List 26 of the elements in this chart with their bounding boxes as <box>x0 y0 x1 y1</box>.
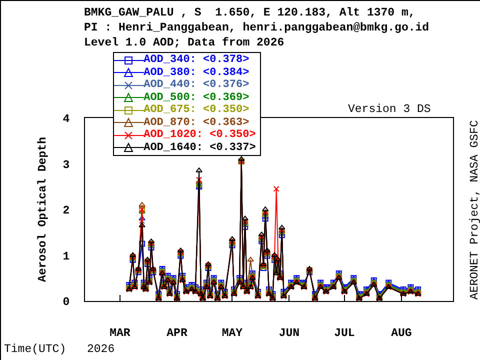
y-axis-title: Aerosol Optical Depth <box>36 136 50 282</box>
legend-label: AOD_340: <0.378> <box>144 54 250 67</box>
y-tick-label: 1 <box>62 250 70 264</box>
legend-label: AOD_675: <0.350> <box>144 104 250 117</box>
x-tick-label: APR <box>166 326 188 340</box>
y-tick-label: 2 <box>62 204 70 218</box>
text: Version 3 DS <box>348 103 431 116</box>
legend-label: AOD_380: <0.384> <box>144 66 250 80</box>
text: 2026 <box>87 343 115 356</box>
y-tick-label: 0 <box>62 296 70 310</box>
y-tick-label: 3 <box>62 158 70 172</box>
x-tick-label: MAY <box>222 326 243 340</box>
legend-label: AOD_500: <0.369> <box>144 92 250 104</box>
x-tick-label: AUG <box>391 326 412 340</box>
legend-label: AOD_870: <0.363> <box>144 116 250 130</box>
x-tick-label: JUN <box>278 326 300 340</box>
legend-label: AOD_440: <0.376> <box>144 79 250 92</box>
x-axis-title: Time(UTC) <box>4 343 66 356</box>
chart-title: BMKG_GAW_PALU , S 1.650, E 120.183, Alt 1370 m, <box>84 6 416 20</box>
chart-subtitle: PI : Henri_Panggabean, henri.panggabean@bmkg.go.id Level 1.0 AOD; Data from 2026 <box>84 21 430 50</box>
legend-label: AOD_1640: <0.337> <box>144 142 256 154</box>
y-tick-label: 4 <box>62 113 70 126</box>
x-tick-label: MAR <box>110 326 130 340</box>
x-tick-label: JUL <box>334 326 355 340</box>
legend-label: AOD_1020: <0.350> <box>144 129 256 142</box>
text: AERONET Project, NASA GSFC <box>468 120 480 300</box>
